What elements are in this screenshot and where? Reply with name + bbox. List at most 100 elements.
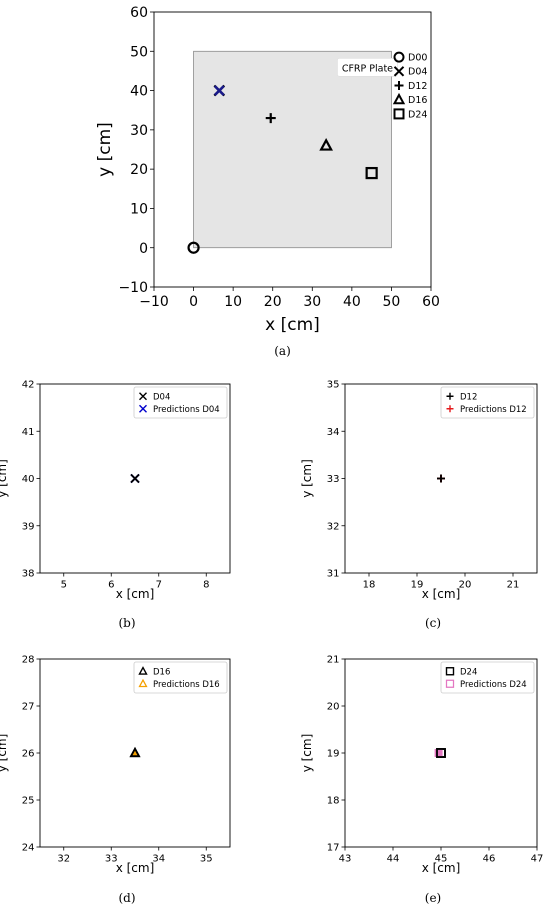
plate-label-text: CFRP Plate bbox=[342, 63, 393, 74]
x-tick-label: 20 bbox=[264, 294, 282, 310]
x-tick-label: 45 bbox=[435, 854, 448, 865]
data-point-reference bbox=[436, 748, 446, 758]
x-tick-label: 19 bbox=[411, 580, 424, 591]
legend-marker bbox=[446, 405, 454, 413]
cfrp-plate-region bbox=[193, 50, 392, 249]
legend-label: D04 bbox=[153, 392, 170, 402]
x-tick-label: −10 bbox=[139, 294, 169, 310]
legend: D00 D04 D12 D16 D24 bbox=[392, 51, 427, 120]
x-tick-label: 32 bbox=[57, 854, 70, 865]
legend-label: D00 bbox=[408, 53, 427, 64]
figure-caption: (c) bbox=[425, 616, 441, 630]
data-point-d16 bbox=[319, 138, 333, 151]
legend-marker bbox=[393, 51, 405, 63]
figure-caption: (d) bbox=[118, 891, 135, 905]
chart-e: 43 44 45 46 47 17 18 19 20 21 x [cm] y [cm] D24 Predi… bbox=[300, 655, 543, 905]
figure-caption: (e) bbox=[425, 891, 441, 905]
legend: D16 Predictions D16 bbox=[133, 661, 228, 694]
data-point-d00 bbox=[187, 241, 200, 254]
figure-caption: (a) bbox=[274, 344, 291, 358]
y-tick-label: 17 bbox=[327, 843, 340, 854]
y-tick-label: 41 bbox=[22, 427, 35, 438]
legend: D12 Predictions D12 bbox=[440, 386, 535, 419]
legend-marker bbox=[446, 392, 454, 400]
legend-box bbox=[133, 661, 228, 694]
legend-marker bbox=[138, 666, 148, 675]
y-axis-label: y [cm] bbox=[300, 459, 314, 498]
legend-label: D04 bbox=[408, 67, 427, 78]
legend-label: D12 bbox=[408, 81, 427, 92]
x-tick-label: 33 bbox=[105, 854, 118, 865]
x-axis-label: x [cm] bbox=[116, 861, 155, 875]
x-tick-label: 35 bbox=[200, 854, 213, 865]
x-tick-label: 20 bbox=[459, 580, 472, 591]
y-tick-label: 30 bbox=[130, 123, 148, 139]
legend-marker bbox=[392, 92, 406, 105]
x-tick-label: 47 bbox=[531, 854, 544, 865]
x-tick-label: 10 bbox=[224, 294, 242, 310]
y-tick-label: 20 bbox=[130, 162, 148, 178]
legend-marker bbox=[445, 679, 455, 688]
legend-label: Predictions D04 bbox=[153, 405, 220, 415]
y-tick-label: 24 bbox=[22, 843, 35, 854]
y-tick-label: 28 bbox=[22, 655, 35, 666]
y-tick-label: 40 bbox=[130, 84, 148, 100]
data-point-reference bbox=[130, 473, 140, 484]
y-tick-label: 0 bbox=[139, 241, 148, 257]
y-tick-label: 38 bbox=[22, 569, 35, 580]
legend-marker bbox=[445, 667, 455, 676]
y-tick-label: 33 bbox=[327, 474, 340, 485]
legend-label: D24 bbox=[408, 109, 427, 120]
x-tick-label: 50 bbox=[383, 294, 401, 310]
y-tick-label: 20 bbox=[327, 702, 340, 713]
x-axis-label: x [cm] bbox=[422, 861, 461, 875]
legend-box bbox=[440, 661, 535, 694]
legend: D24 Predictions D24 bbox=[440, 661, 535, 694]
legend-label: Predictions D16 bbox=[153, 680, 220, 690]
x-axis-label: x [cm] bbox=[422, 587, 461, 601]
legend-label: D12 bbox=[460, 392, 477, 402]
legend-marker bbox=[138, 678, 148, 688]
chart-d: 32 33 34 35 24 25 26 27 28 x [cm] y [cm] D16 Predict… bbox=[0, 655, 231, 905]
legend-label: D16 bbox=[153, 667, 170, 677]
chart-c: 18 19 20 21 31 32 33 34 35 x [cm] y [cm] D12 Predict… bbox=[300, 380, 538, 630]
legend-box bbox=[440, 386, 535, 419]
y-tick-label: 32 bbox=[327, 521, 340, 532]
x-tick-label: 5 bbox=[61, 580, 67, 591]
legend-marker bbox=[139, 392, 147, 401]
y-tick-label: 19 bbox=[327, 749, 340, 760]
y-axis-label: y [cm] bbox=[0, 459, 9, 498]
x-tick-label: 60 bbox=[422, 294, 440, 310]
legend-marker bbox=[139, 404, 147, 413]
y-axis-label: y [cm] bbox=[300, 734, 314, 773]
legend-marker bbox=[393, 66, 405, 77]
legend-box bbox=[133, 386, 228, 419]
y-tick-label: 42 bbox=[22, 380, 35, 391]
y-tick-label: 21 bbox=[327, 655, 340, 666]
y-tick-label: 50 bbox=[130, 44, 148, 60]
legend-marker bbox=[394, 81, 404, 90]
x-tick-label: 30 bbox=[303, 294, 321, 310]
y-tick-label: 34 bbox=[327, 427, 340, 438]
plate-label-box bbox=[337, 57, 398, 77]
x-tick-label: 18 bbox=[363, 580, 376, 591]
y-tick-label: 39 bbox=[22, 521, 35, 532]
data-point-reference bbox=[129, 746, 141, 758]
chart-a: CFRP Plate −10 0 10 20 30 40 50 60 −10 0 10 20 30 40 50… bbox=[95, 5, 440, 358]
y-tick-label: −10 bbox=[118, 280, 148, 296]
data-point-d12 bbox=[265, 113, 276, 124]
chart-b: 5 6 7 8 38 39 40 41 42 x [cm] y [cm] D04 Predictions… bbox=[0, 380, 231, 630]
y-tick-label: 18 bbox=[327, 796, 340, 807]
legend-label: D16 bbox=[408, 95, 427, 106]
y-axis-label: y [cm] bbox=[95, 122, 115, 177]
legend-marker bbox=[393, 108, 405, 120]
y-tick-label: 31 bbox=[327, 569, 340, 580]
x-tick-label: 34 bbox=[152, 854, 165, 865]
legend-label: D24 bbox=[460, 667, 477, 677]
y-tick-label: 27 bbox=[22, 702, 35, 713]
x-tick-label: 8 bbox=[203, 580, 209, 591]
y-tick-label: 26 bbox=[22, 749, 35, 760]
x-axis-label: x [cm] bbox=[265, 315, 320, 335]
x-tick-label: 21 bbox=[507, 580, 520, 591]
